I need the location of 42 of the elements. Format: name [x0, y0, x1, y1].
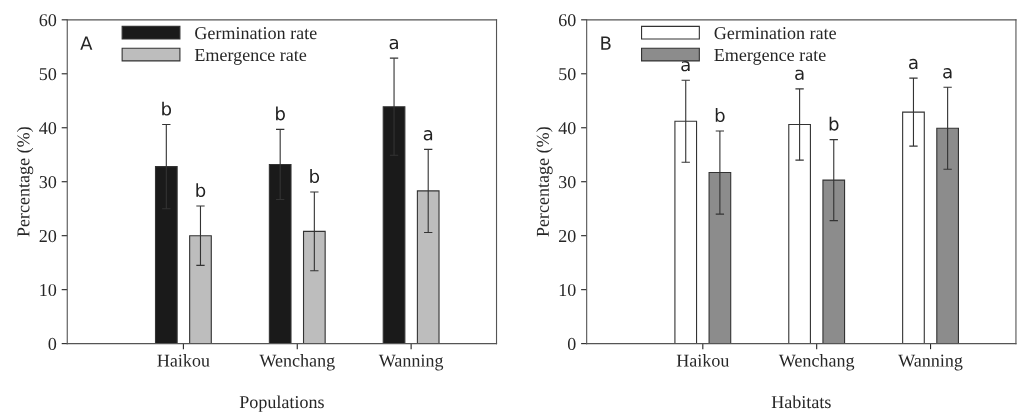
data-label: b [310, 169, 320, 184]
data-label: a [389, 38, 398, 50]
data-label: a [943, 68, 952, 79]
y-axis-title: Percentage (%) [536, 127, 553, 237]
x-tick-label: Haikou [676, 354, 730, 367]
text: B [601, 36, 611, 50]
y-tick-label: 30 [559, 175, 576, 189]
data-label: b [276, 106, 285, 121]
x-tick-label: Haikou [157, 354, 210, 367]
legend-label: Emergence rate [714, 49, 826, 65]
legend-label: Emergence rate [194, 49, 307, 65]
data-label: b [715, 108, 725, 123]
y-tick-label: 0 [567, 337, 576, 351]
x-tick-label: Wenchang [778, 354, 855, 371]
data-label: a [909, 58, 918, 70]
x-axis-title: Habitats [771, 395, 831, 409]
y-tick-label: 30 [39, 175, 57, 189]
data-label: b [829, 116, 839, 131]
data-label: b [162, 101, 172, 116]
x-tick-label: Wanning [898, 354, 963, 371]
data-label: a [681, 61, 690, 72]
data-label: a [795, 69, 804, 80]
data-label: b [196, 183, 206, 198]
text: A [80, 36, 93, 50]
y-axis-title: Percentage (%) [16, 127, 34, 237]
y-tick-label: 0 [48, 337, 57, 351]
y-tick-label: 40 [558, 122, 576, 135]
x-tick-label: Wanning [378, 354, 444, 371]
y-tick-label: 20 [39, 229, 57, 243]
y-tick-label: 40 [39, 122, 57, 135]
y-tick-label: 50 [559, 68, 576, 81]
y-tick-label: 10 [40, 283, 57, 297]
data-label: a [423, 130, 433, 141]
legend-label: Germination rate [714, 27, 836, 40]
y-tick-label: 50 [39, 68, 57, 81]
y-tick-label: 20 [558, 229, 576, 243]
y-tick-label: 60 [558, 14, 576, 27]
y-tick-label: 10 [559, 283, 576, 297]
x-axis-title: Populations [239, 395, 324, 412]
legend-label: Germination rate [195, 27, 317, 40]
x-tick-label: Wenchang [259, 354, 335, 371]
y-tick-label: 60 [39, 14, 57, 27]
